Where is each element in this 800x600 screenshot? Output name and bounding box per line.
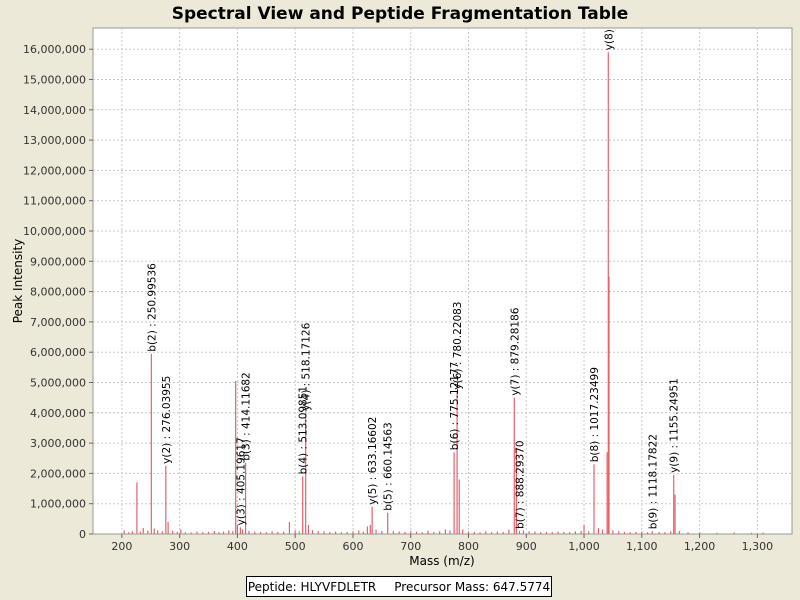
x-tick-label: 1,000 bbox=[568, 540, 600, 553]
precursor-mass: Precursor Mass: 647.5774 bbox=[394, 579, 551, 594]
peak-annotation: y(5) : 633.16602 bbox=[367, 417, 379, 505]
x-tick-label: 800 bbox=[458, 540, 479, 553]
y-tick-label: 8,000,000 bbox=[30, 286, 86, 299]
y-axis-label: Peak Intensity bbox=[11, 239, 25, 324]
y-tick-label: 16,000,000 bbox=[23, 43, 86, 56]
y-tick-label: 12,000,000 bbox=[23, 164, 86, 177]
y-tick-label: 2,000,000 bbox=[30, 467, 86, 480]
y-tick-label: 5,000,000 bbox=[30, 377, 86, 390]
peak-annotation: y(7) : 879.28186 bbox=[509, 307, 521, 395]
y-tick-label: 13,000,000 bbox=[23, 134, 86, 147]
peak-annotation: b(9) : 1118.17822 bbox=[647, 434, 659, 529]
x-axis-label: Mass (m/z) bbox=[409, 554, 474, 568]
x-tick-label: 1,100 bbox=[626, 540, 658, 553]
peak-annotation: b(8) : 1017.23499 bbox=[589, 367, 601, 462]
x-tick-label: 300 bbox=[169, 540, 190, 553]
x-tick-label: 400 bbox=[227, 540, 248, 553]
peak-annotation: y(2) : 276.03955 bbox=[161, 376, 173, 464]
chart-title: Spectral View and Peptide Fragmentation … bbox=[172, 4, 629, 24]
y-tick-label: 3,000,000 bbox=[30, 437, 86, 450]
axes: 0 1,000,000 2,000,000 3,000,000 4,000,000 5,0… bbox=[23, 43, 773, 553]
peak-annotation: b(3) : 414.11682 bbox=[241, 372, 253, 461]
y-tick-label: 10,000,000 bbox=[23, 225, 86, 238]
peak-annotations: b(2) : 250.99536 y(2) : 276.03955 y(3) : 4… bbox=[146, 29, 680, 529]
x-tick-label: 200 bbox=[111, 540, 132, 553]
y-tick-label: 0 bbox=[79, 528, 86, 541]
grid bbox=[93, 28, 792, 534]
peak-annotation: y(8) bbox=[603, 29, 615, 50]
y-tick-label: 6,000,000 bbox=[30, 346, 86, 359]
y-tick-label: 4,000,000 bbox=[30, 407, 86, 420]
y-tick-label: 15,000,000 bbox=[23, 74, 86, 87]
x-tick-label: 500 bbox=[285, 540, 306, 553]
y-tick-label: 1,000,000 bbox=[30, 498, 86, 511]
x-tick-label: 600 bbox=[342, 540, 363, 553]
peak-annotation: y(6) : 780.22083 bbox=[452, 301, 464, 389]
peak-annotation: b(6) : 775.12177 bbox=[449, 362, 461, 451]
peptide-info-box: Peptide: HLYVFDLETR Precursor Mass: 647.… bbox=[246, 576, 552, 597]
y-tick-label: 7,000,000 bbox=[30, 316, 86, 329]
peak-annotation: y(9) : 1155.24951 bbox=[669, 378, 681, 473]
peak-annotation: b(7) : 888.29370 bbox=[514, 440, 526, 529]
x-tick-label: 700 bbox=[400, 540, 421, 553]
x-tick-label: 1,300 bbox=[742, 540, 774, 553]
peak-annotation: b(2) : 250.99536 bbox=[146, 263, 158, 352]
peak-annotation: b(5) : 660.14563 bbox=[383, 422, 395, 511]
plot-area bbox=[92, 27, 793, 535]
peak-annotation: y(4) : 518.17126 bbox=[301, 322, 313, 410]
peak-annotation: y(3) : 405.19617 bbox=[235, 437, 247, 525]
peak-series bbox=[123, 52, 764, 534]
y-tick-label: 14,000,000 bbox=[23, 104, 86, 117]
peptide-sequence: Peptide: HLYVFDLETR bbox=[247, 579, 377, 594]
y-tick-label: 9,000,000 bbox=[30, 255, 86, 268]
x-tick-label: 1,200 bbox=[684, 540, 716, 553]
x-tick-label: 900 bbox=[516, 540, 537, 553]
y-tick-label: 11,000,000 bbox=[23, 195, 86, 208]
peak-annotation: b(4) : 513.09851 bbox=[298, 386, 310, 475]
